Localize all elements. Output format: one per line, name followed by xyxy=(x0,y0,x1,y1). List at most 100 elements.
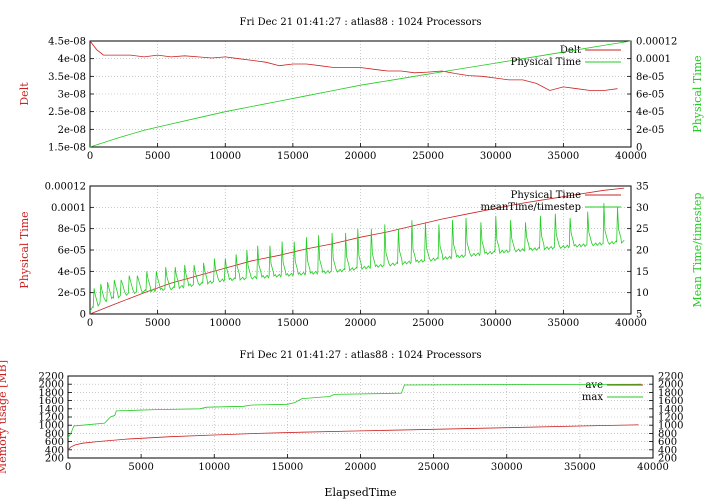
y2-tick-label: 5 xyxy=(636,310,642,321)
y-tick-label: 400 xyxy=(45,445,64,456)
legend-label: ave xyxy=(585,380,603,391)
y2-tick-label: 4e-05 xyxy=(636,107,664,118)
y-tick-label: 3.5e-08 xyxy=(48,72,86,83)
x-tick-label: 5000 xyxy=(128,462,153,473)
x-tick-label: 5000 xyxy=(145,151,170,162)
legend-label: Physical Time xyxy=(511,57,581,68)
y2-tick-label: 2e-05 xyxy=(636,125,664,136)
y-tick-label: 6e-05 xyxy=(58,246,86,257)
plot-frame xyxy=(89,40,632,148)
x-tick-label: 20000 xyxy=(345,462,377,473)
panels: Fri Dec 21 01:41:27 : atlas88 : 1024 Pro… xyxy=(0,17,704,499)
y-tick-label: 2.5e-08 xyxy=(48,107,86,118)
x-tick-label: 30000 xyxy=(480,151,512,162)
y2-tick-label: 15 xyxy=(636,267,649,278)
x-tick-label: 35000 xyxy=(547,318,579,329)
y-tick-label: 1000 xyxy=(39,421,64,432)
y-tick-label: 8e-05 xyxy=(58,224,86,235)
y2-tick-label: 2200 xyxy=(658,372,683,383)
chart-2: 0 5000 10000 15000 20000 25000 30000 35000 40000… xyxy=(18,182,704,330)
y-tick-label: 2200 xyxy=(39,372,64,383)
chart-title: Fri Dec 21 01:41:27 : atlas88 : 1024 Pro… xyxy=(240,17,482,28)
y-tick-label: 0 xyxy=(80,310,86,321)
series-line-physical-time xyxy=(89,40,632,148)
y2-tick-label: 6e-05 xyxy=(636,90,664,101)
y2-tick-label: 1200 xyxy=(658,413,683,424)
y-tick-label: 1800 xyxy=(39,388,64,399)
y2-tick-label: 0.00012 xyxy=(636,37,677,48)
y2-tick-label: 10 xyxy=(636,288,649,299)
y-tick-label: 1400 xyxy=(39,404,64,415)
y2-tick-label: 35 xyxy=(636,182,649,193)
plot-frame xyxy=(89,185,632,315)
y2-tick-label: 1000 xyxy=(658,421,683,432)
y-axis-label: Delt xyxy=(18,82,31,106)
x-tick-label: 0 xyxy=(87,318,93,329)
y-tick-label: 1200 xyxy=(39,413,64,424)
x-axis-label: ElapsedTime xyxy=(324,486,396,499)
y-axis-label: Physical Time xyxy=(18,211,31,288)
x-tick-label: 40000 xyxy=(615,318,647,329)
y2-tick-label: 0.0001 xyxy=(636,54,671,65)
x-tick-label: 20000 xyxy=(345,318,377,329)
y-tick-label: 4e-05 xyxy=(58,267,86,278)
y2-tick-label: 0 xyxy=(636,143,642,154)
y-tick-label: 4.5e-08 xyxy=(48,37,86,48)
y-tick-label: 3e-08 xyxy=(58,90,86,101)
series-line-delt xyxy=(89,40,618,91)
x-tick-label: 10000 xyxy=(209,151,241,162)
x-tick-label: 20000 xyxy=(345,151,377,162)
legend-label: max xyxy=(582,392,603,403)
y2-tick-label: 1600 xyxy=(658,396,683,407)
x-tick-label: 30000 xyxy=(480,318,512,329)
y-tick-label: 2e-05 xyxy=(58,288,86,299)
y2-axis-label: Mean Time/timestep xyxy=(691,193,704,308)
y-tick-label: 1600 xyxy=(39,396,64,407)
y-axis-label: Memory usage [MB] xyxy=(0,360,9,474)
y-tick-label: 2000 xyxy=(39,380,64,391)
x-tick-label: 0 xyxy=(87,151,93,162)
x-tick-label: 15000 xyxy=(277,318,309,329)
series-line-physical-time xyxy=(89,187,625,315)
y-tick-label: 200 xyxy=(45,454,64,465)
y2-axis-label: Physical Time xyxy=(691,55,704,132)
x-tick-label: 25000 xyxy=(418,462,450,473)
chart-3: Fri Dec 21 01:41:27 : atlas88 : 1024 Pro… xyxy=(0,350,683,499)
plot-frame xyxy=(67,375,654,459)
chart-1: Fri Dec 21 01:41:27 : atlas88 : 1024 Pro… xyxy=(18,17,704,162)
x-tick-label: 10000 xyxy=(198,462,230,473)
y2-tick-label: 30 xyxy=(636,203,649,214)
x-tick-label: 15000 xyxy=(271,462,303,473)
y2-tick-label: 8e-05 xyxy=(636,72,664,83)
x-tick-label: 0 xyxy=(65,462,71,473)
x-tick-label: 40000 xyxy=(615,151,647,162)
legend-label: meanTime/timestep xyxy=(480,202,581,213)
y-tick-label: 1.5e-08 xyxy=(48,143,86,154)
x-tick-label: 15000 xyxy=(277,151,309,162)
x-tick-label: 30000 xyxy=(491,462,523,473)
y-tick-label: 0.0001 xyxy=(51,203,86,214)
x-tick-label: 25000 xyxy=(412,151,444,162)
y-tick-label: 0.00012 xyxy=(45,182,86,193)
y2-tick-label: 20 xyxy=(636,246,649,257)
x-tick-label: 40000 xyxy=(637,462,669,473)
series-line-ave xyxy=(67,424,639,451)
x-tick-label: 10000 xyxy=(209,318,241,329)
chart-title: Fri Dec 21 01:41:27 : atlas88 : 1024 Pro… xyxy=(240,350,482,361)
y2-tick-label: 800 xyxy=(658,429,677,440)
y-tick-label: 600 xyxy=(45,437,64,448)
y2-tick-label: 600 xyxy=(658,437,677,448)
y2-tick-label: 1800 xyxy=(658,388,683,399)
x-tick-label: 35000 xyxy=(564,462,596,473)
y2-tick-label: 25 xyxy=(636,224,649,235)
x-tick-label: 25000 xyxy=(412,318,444,329)
y-tick-label: 800 xyxy=(45,429,64,440)
y-tick-label: 4e-08 xyxy=(58,54,86,65)
y-tick-label: 2e-08 xyxy=(58,125,86,136)
series-line-meantime-timestep xyxy=(89,203,625,312)
legend-label: Physical Time xyxy=(511,190,581,201)
series-line-max xyxy=(67,383,642,438)
x-tick-label: 35000 xyxy=(547,151,579,162)
